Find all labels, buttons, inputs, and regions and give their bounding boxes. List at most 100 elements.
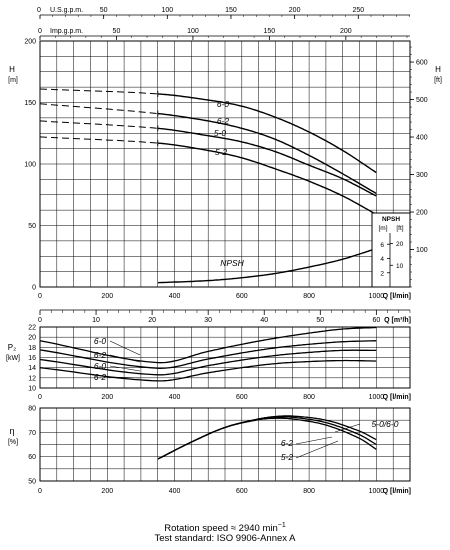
m3h-tick-label: 20 (148, 317, 156, 324)
head-ft-axis-unit: [ft] (434, 77, 442, 84)
usgpm-tick-label: 0 (37, 7, 41, 14)
head-x-tick-label: 600 (236, 293, 248, 300)
head-curve-dashed-6-2 (39, 103, 158, 115)
npsh-inset-title: NPSH (382, 216, 400, 223)
head-curve-6-0 (157, 93, 377, 174)
efficiency-x-tick-label: 1000 (369, 488, 385, 495)
efficiency-curve-6-2 (157, 416, 377, 460)
efficiency-curve-5-0-6-0 (157, 415, 377, 460)
power-label-leader (109, 354, 141, 363)
efficiency-x-tick-label: 200 (101, 488, 113, 495)
power-series-label: 6-0 (94, 361, 107, 371)
usgpm-tick-label: 150 (225, 7, 237, 14)
efficiency-y-tick-label: 80 (28, 406, 36, 413)
npsh-curve (157, 247, 377, 284)
power-y-tick-label: 14 (28, 365, 36, 372)
head-y-tick-label: 100 (24, 162, 36, 169)
power-x-unit-label: Q [l/min] (383, 394, 411, 401)
head-x-tick-label: 1000 (369, 293, 385, 300)
efficiency-y-axis-unit: [%] (8, 439, 18, 446)
power-label-leader (109, 340, 141, 356)
efficiency-y-tick-label: 50 (28, 479, 36, 486)
head-ft-tick-label: 600 (416, 60, 428, 67)
head-x-tick-label: 0 (38, 293, 42, 300)
rotation-speed-text: Rotation speed ≈ 2940 min (164, 523, 278, 535)
npsh-inset-m-tick-label: 6 (380, 242, 384, 249)
efficiency-series-label: 5-0/6-0 (372, 419, 399, 429)
power-curve-6-0 (39, 326, 377, 364)
power-y-tick-label: 20 (28, 335, 36, 342)
power-y-tick-label: 18 (28, 345, 36, 352)
head-ft-tick-label: 200 (416, 210, 428, 217)
head-y-axis-label: H (9, 65, 15, 74)
impgpm-tick-label: 200 (340, 28, 352, 35)
head-ft-tick-label: 100 (416, 247, 428, 254)
efficiency-x-tick-label: 400 (169, 488, 181, 495)
head-curve-5-0 (157, 127, 377, 197)
power-y-axis-unit: [kW] (6, 355, 20, 362)
head-frame (39, 40, 411, 288)
power-x-tick-label: 800 (303, 394, 315, 401)
head-y-tick-label: 200 (24, 39, 36, 46)
m3h-tick-label: 40 (260, 317, 268, 324)
power-y-tick-label: 22 (28, 325, 36, 332)
power-label-leader (109, 376, 141, 379)
head-y-tick-label: 50 (28, 223, 36, 230)
efficiency-y-tick-label: 70 (28, 430, 36, 437)
head-ft-axis-label: H (435, 65, 441, 74)
npsh-inset-unit-m: [m] (378, 225, 387, 232)
npsh-curve-label: NPSH (220, 258, 244, 268)
efficiency-x-tick-label: 800 (303, 488, 315, 495)
impgpm-tick-label: 0 (38, 28, 42, 35)
m3h-tick-label: 30 (204, 317, 212, 324)
efficiency-label-leader (295, 440, 339, 459)
head-ft-tick-label: 500 (416, 97, 428, 104)
power-x-tick-label: 200 (101, 394, 113, 401)
efficiency-y-axis-label: η (9, 426, 14, 436)
power-curve-6-2 (39, 340, 377, 369)
power-x-tick-label: 1000 (369, 394, 385, 401)
npsh-inset-m-tick-label: 4 (380, 256, 384, 263)
efficiency-y-tick-label: 60 (28, 454, 36, 461)
m3h-tick-label: 50 (316, 317, 324, 324)
power-y-tick-label: 12 (28, 375, 36, 382)
efficiency-x-unit-label: Q [l/min] (383, 488, 411, 495)
power-frame (39, 326, 411, 389)
usgpm-axis-label: U.S.g.p.m. (50, 7, 83, 14)
m3h-tick-label: 0 (38, 317, 42, 324)
m3h-tick-label: 10 (92, 317, 100, 324)
rotation-speed-note: Rotation speed ≈ 2940 min−1 (0, 522, 450, 534)
m3h-unit-label: Q [m³/h] (384, 317, 411, 324)
npsh-inset-ft-tick-label: 20 (396, 241, 404, 248)
efficiency-series-label: 5-2 (281, 452, 294, 462)
head-x-unit-label: Q [l/min] (383, 293, 411, 300)
test-standard-note: Test standard: ISO 9906-Annex A (154, 533, 296, 544)
head-series-label: 6-2 (217, 116, 230, 126)
usgpm-tick-label: 250 (352, 7, 364, 14)
head-ft-tick-label: 400 (416, 135, 428, 142)
head-y-axis-unit: [m] (8, 77, 18, 84)
head-ft-tick-label: 300 (416, 172, 428, 179)
head-curve-6-2 (157, 112, 377, 195)
m3h-tick-label: 60 (372, 317, 380, 324)
power-series-label: 6-0 (94, 336, 107, 346)
head-curve-dashed-5-2 (39, 136, 158, 144)
head-series-label: 5-0 (214, 128, 227, 138)
efficiency-x-tick-label: 0 (38, 488, 42, 495)
power-label-leader (109, 365, 141, 372)
power-series-label: 6-2 (94, 372, 107, 382)
npsh-inset-box (371, 212, 411, 288)
power-series-label: 6-2 (94, 350, 107, 360)
power-y-axis-label: P₂ (8, 343, 16, 352)
head-x-tick-label: 400 (169, 293, 181, 300)
usgpm-tick-label: 200 (289, 7, 301, 14)
power-curve-6-0 (39, 349, 377, 376)
efficiency-label-leader (295, 436, 333, 445)
usgpm-tick-label: 100 (161, 7, 173, 14)
head-y-tick-label: 0 (32, 285, 36, 292)
rotation-speed-exponent: −1 (277, 522, 286, 529)
power-x-tick-label: 400 (169, 394, 181, 401)
efficiency-label-leader (334, 423, 361, 433)
usgpm-tick-label: 50 (100, 7, 108, 14)
